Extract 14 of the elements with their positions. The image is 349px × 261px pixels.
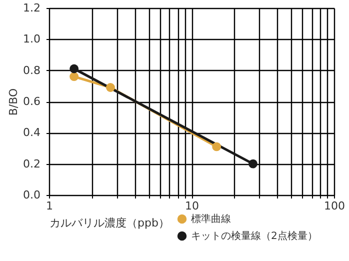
y-tick-label: 1.2 [23,2,40,14]
y-tick-label: 0.6 [23,95,40,108]
y-tick-label: 0.4 [23,126,40,140]
legend-label: キットの検量線（2点検量） [191,230,318,242]
y-tick-label: 0.0 [23,188,40,202]
x-tick-label: 100 [324,200,345,212]
x-axis-title: カルバリル濃度（ppb） [50,216,170,230]
legend-label: 標準曲線 [191,213,231,225]
y-tick-label: 0.2 [23,157,40,170]
y-tick-label: 0.8 [23,64,40,77]
x-tick-label: 10 [185,200,199,212]
y-tick-label: 1.0 [23,32,40,46]
x-tick-label: 1 [46,200,53,212]
y-axis-title: B/BO [7,88,20,116]
